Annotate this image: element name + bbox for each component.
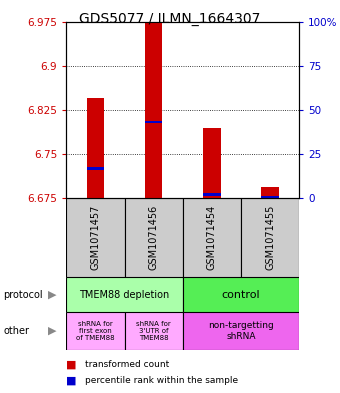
Bar bbox=[66, 198, 124, 277]
Text: GSM1071455: GSM1071455 bbox=[265, 205, 275, 270]
Bar bbox=[124, 312, 183, 350]
Text: other: other bbox=[3, 326, 29, 336]
Bar bbox=[145, 22, 163, 198]
Text: TMEM88 depletion: TMEM88 depletion bbox=[80, 290, 170, 300]
Text: protocol: protocol bbox=[3, 290, 43, 300]
Bar bbox=[66, 277, 183, 312]
Text: non-targetting
shRNA: non-targetting shRNA bbox=[208, 321, 274, 341]
Bar bbox=[87, 98, 104, 198]
Bar bbox=[124, 198, 183, 277]
Bar bbox=[183, 277, 299, 312]
Bar bbox=[241, 198, 299, 277]
Text: GDS5077 / ILMN_1664307: GDS5077 / ILMN_1664307 bbox=[79, 12, 261, 26]
Text: shRNA for
3'UTR of
TMEM88: shRNA for 3'UTR of TMEM88 bbox=[136, 321, 171, 341]
Text: GSM1071454: GSM1071454 bbox=[207, 205, 217, 270]
Bar bbox=[66, 312, 124, 350]
Text: control: control bbox=[222, 290, 260, 300]
Bar bbox=[203, 128, 221, 198]
Text: transformed count: transformed count bbox=[85, 360, 169, 369]
Bar bbox=[183, 198, 241, 277]
Bar bbox=[261, 187, 279, 198]
Bar bbox=[87, 167, 104, 169]
Text: GSM1071457: GSM1071457 bbox=[90, 205, 100, 270]
Text: ■: ■ bbox=[66, 359, 77, 369]
Text: ▶: ▶ bbox=[49, 290, 57, 300]
Bar bbox=[145, 121, 163, 123]
Text: ■: ■ bbox=[66, 375, 77, 385]
Text: GSM1071456: GSM1071456 bbox=[149, 205, 159, 270]
Bar bbox=[203, 193, 221, 195]
Bar bbox=[183, 312, 299, 350]
Text: percentile rank within the sample: percentile rank within the sample bbox=[85, 376, 238, 385]
Bar bbox=[261, 196, 279, 198]
Text: shRNA for
first exon
of TMEM88: shRNA for first exon of TMEM88 bbox=[76, 321, 115, 341]
Text: ▶: ▶ bbox=[49, 326, 57, 336]
